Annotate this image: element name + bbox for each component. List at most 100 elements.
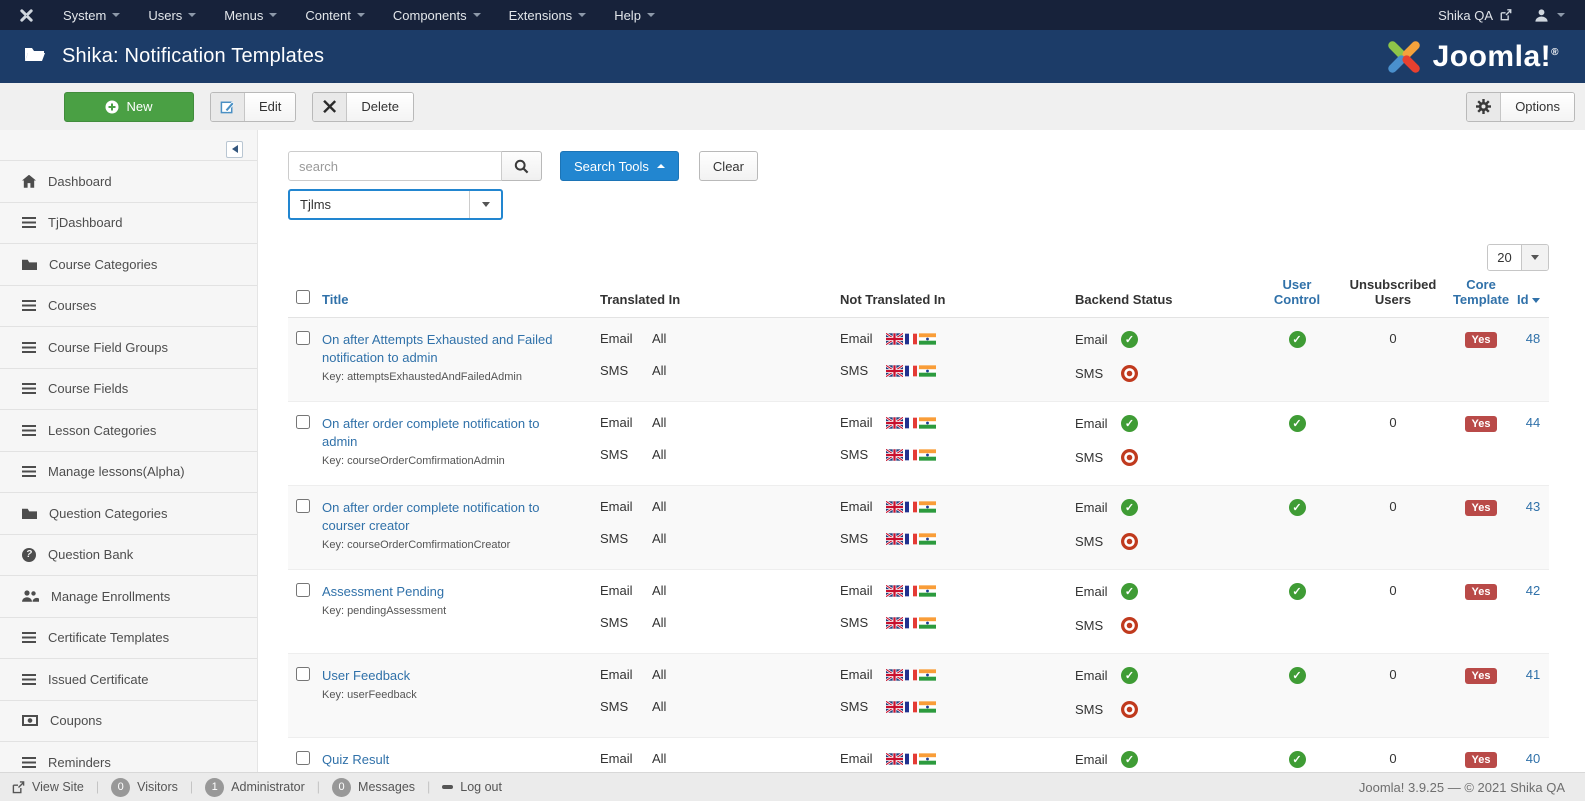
- status-enabled-icon[interactable]: ✓: [1121, 499, 1138, 516]
- sidebar-item-lesson-categories[interactable]: Lesson Categories: [0, 409, 257, 451]
- sort-desc-icon: [1532, 298, 1540, 303]
- sort-title[interactable]: Title: [322, 292, 349, 307]
- user-menu[interactable]: [1534, 8, 1565, 23]
- status-enabled-icon[interactable]: ✓: [1289, 583, 1306, 600]
- status-enabled-icon[interactable]: ✓: [1121, 667, 1138, 684]
- menu-system[interactable]: System: [49, 0, 134, 30]
- template-key: Key: userFeedback: [322, 689, 600, 701]
- sidebar-collapse-button[interactable]: [226, 141, 243, 158]
- administrator-status[interactable]: 1Administrator: [205, 778, 305, 797]
- messages-status[interactable]: 0Messages: [332, 778, 415, 797]
- menu-menus[interactable]: Menus: [210, 0, 291, 30]
- logout-link[interactable]: Log out: [442, 780, 502, 794]
- core-template-badge: Yes: [1465, 416, 1498, 432]
- sidebar-item-tjdashboard[interactable]: TjDashboard: [0, 202, 257, 244]
- row-id-link[interactable]: 48: [1526, 331, 1540, 346]
- status-disabled-icon[interactable]: [1121, 449, 1138, 466]
- sidebar-item-courses[interactable]: Courses: [0, 285, 257, 327]
- row-checkbox[interactable]: [296, 667, 310, 681]
- template-title-link[interactable]: On after order complete notification to …: [322, 499, 572, 535]
- row-checkbox[interactable]: [296, 415, 310, 429]
- component-filter-select[interactable]: Tjlms: [288, 189, 503, 220]
- status-enabled-icon[interactable]: ✓: [1289, 331, 1306, 348]
- clear-button[interactable]: Clear: [699, 151, 758, 181]
- status-disabled-icon[interactable]: [1121, 365, 1138, 382]
- search-input[interactable]: [288, 151, 502, 181]
- list-icon: [22, 674, 36, 685]
- sort-user-control[interactable]: UserControl: [1274, 277, 1320, 307]
- list-icon: [22, 342, 36, 353]
- row-checkbox[interactable]: [296, 499, 310, 513]
- site-preview-link[interactable]: Shika QA: [1438, 8, 1512, 23]
- row-checkbox[interactable]: [296, 583, 310, 597]
- sort-id[interactable]: Id: [1517, 292, 1540, 307]
- sidebar-item-question-bank[interactable]: ?Question Bank: [0, 534, 257, 576]
- menu-extensions[interactable]: Extensions: [495, 0, 601, 30]
- joomla-menu-icon[interactable]: [18, 7, 35, 24]
- core-template-cell: Yes: [1445, 738, 1517, 768]
- india-flag-icon: [919, 333, 936, 345]
- status-disabled-icon[interactable]: [1121, 701, 1138, 718]
- status-enabled-icon[interactable]: ✓: [1121, 415, 1138, 432]
- delete-button[interactable]: Delete: [312, 92, 414, 122]
- template-title-link[interactable]: Quiz Result: [322, 751, 572, 769]
- joomla-logo-text: Joomla!®: [1433, 40, 1559, 74]
- template-title-link[interactable]: On after order complete notification to …: [322, 415, 572, 451]
- sidebar-item-coupons[interactable]: Coupons: [0, 700, 257, 742]
- france-flag-icon: [905, 617, 917, 629]
- sidebar-item-course-field-groups[interactable]: Course Field Groups: [0, 326, 257, 368]
- folder-open-icon: [24, 46, 46, 68]
- status-enabled-icon[interactable]: ✓: [1289, 415, 1306, 432]
- user-control-cell: ✓: [1253, 486, 1341, 516]
- plus-icon: [105, 100, 119, 114]
- template-title-link[interactable]: On after Attempts Exhausted and Failed n…: [322, 331, 572, 367]
- search-submit-button[interactable]: [502, 151, 542, 181]
- core-template-cell: Yes: [1445, 318, 1517, 348]
- menu-components[interactable]: Components: [379, 0, 495, 30]
- row-id-link[interactable]: 44: [1526, 415, 1540, 430]
- sidebar-item-reminders[interactable]: Reminders: [0, 741, 257, 772]
- status-enabled-icon[interactable]: ✓: [1289, 499, 1306, 516]
- select-all-checkbox[interactable]: [296, 290, 310, 304]
- edit-button[interactable]: Edit: [210, 92, 296, 122]
- sidebar-item-question-categories[interactable]: Question Categories: [0, 492, 257, 534]
- uk-flag-icon: [886, 365, 903, 377]
- page-size-select[interactable]: 20: [1487, 244, 1549, 271]
- row-checkbox[interactable]: [296, 331, 310, 345]
- options-label: Options: [1501, 93, 1574, 121]
- sidebar-item-course-fields[interactable]: Course Fields: [0, 368, 257, 410]
- sidebar-item-certificate-templates[interactable]: Certificate Templates: [0, 617, 257, 659]
- template-title-link[interactable]: User Feedback: [322, 667, 572, 685]
- menu-users[interactable]: Users: [134, 0, 210, 30]
- menu-help[interactable]: Help: [600, 0, 669, 30]
- sidebar-item-manage-enrollments[interactable]: Manage Enrollments: [0, 575, 257, 617]
- sidebar-item-course-categories[interactable]: Course Categories: [0, 243, 257, 285]
- sort-core-template[interactable]: CoreTemplate: [1453, 277, 1509, 307]
- status-enabled-icon[interactable]: ✓: [1289, 751, 1306, 768]
- view-site-link[interactable]: View Site: [12, 780, 84, 794]
- row-id-link[interactable]: 40: [1526, 751, 1540, 766]
- flag-group: [886, 501, 936, 513]
- status-enabled-icon[interactable]: ✓: [1121, 751, 1138, 768]
- core-template-badge: Yes: [1465, 500, 1498, 516]
- sidebar-item-issued-certificate[interactable]: Issued Certificate: [0, 658, 257, 700]
- sidebar-item-dashboard[interactable]: Dashboard: [0, 160, 257, 202]
- status-disabled-icon[interactable]: [1121, 533, 1138, 550]
- template-key: Key: pendingAssessment: [322, 605, 600, 617]
- status-disabled-icon[interactable]: [1121, 617, 1138, 634]
- status-enabled-icon[interactable]: ✓: [1121, 331, 1138, 348]
- visitors-status[interactable]: 0Visitors: [111, 778, 178, 797]
- row-id-link[interactable]: 43: [1526, 499, 1540, 514]
- options-button[interactable]: Options: [1466, 92, 1575, 122]
- status-enabled-icon[interactable]: ✓: [1289, 667, 1306, 684]
- template-title-link[interactable]: Assessment Pending: [322, 583, 572, 601]
- france-flag-icon: [905, 449, 917, 461]
- search-tools-button[interactable]: Search Tools: [560, 151, 679, 181]
- row-id-link[interactable]: 41: [1526, 667, 1540, 682]
- row-checkbox[interactable]: [296, 751, 310, 765]
- new-button[interactable]: New: [64, 92, 194, 122]
- menu-content[interactable]: Content: [291, 0, 379, 30]
- sidebar-item-manage-lessons[interactable]: Manage lessons(Alpha): [0, 451, 257, 493]
- status-enabled-icon[interactable]: ✓: [1121, 583, 1138, 600]
- row-id-link[interactable]: 42: [1526, 583, 1540, 598]
